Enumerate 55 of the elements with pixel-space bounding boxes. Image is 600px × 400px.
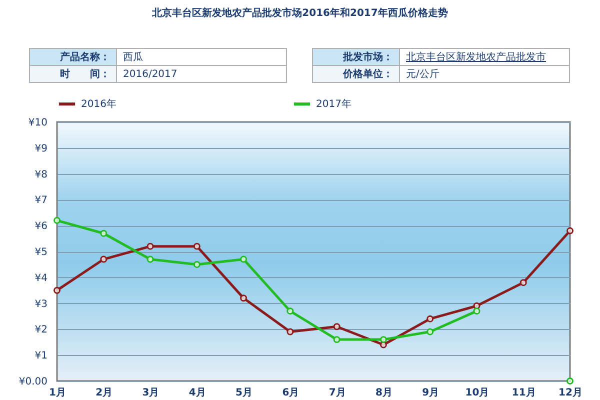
- text: 批发市场：: [312, 48, 400, 66]
- point: [146, 256, 154, 263]
- point: [333, 336, 340, 344]
- y-tick-label: ¥8: [34, 169, 48, 180]
- y-tick-label: ¥5: [34, 247, 48, 258]
- y-tick-label: ¥9: [34, 143, 48, 154]
- point: [380, 336, 387, 344]
- text: 时 间：: [30, 66, 116, 82]
- text: 2016/2017: [116, 66, 286, 82]
- text: 产品名称：: [30, 48, 116, 66]
- text: 北京丰台区新发地农产品批发市: [400, 48, 570, 66]
- legend-label: 2016年: [81, 98, 116, 110]
- y-tick-label: ¥7: [34, 195, 48, 206]
- point: [520, 279, 527, 286]
- point: [100, 256, 108, 263]
- x-tick-label: 7月: [328, 388, 346, 398]
- point: [54, 286, 60, 294]
- point: [193, 260, 200, 268]
- x-tick-label: 10月: [465, 388, 490, 398]
- point: [426, 315, 434, 322]
- text: 价格单位：: [312, 66, 400, 82]
- x-tick-label: 6月: [282, 388, 300, 398]
- point: [240, 294, 248, 302]
- x-tick-label: 4月: [188, 388, 206, 398]
- point: [333, 323, 340, 330]
- point: [146, 242, 154, 250]
- chart-title: 北京丰台区新发地农产品批发市场2016年和2017年西瓜价格走势: [151, 6, 449, 20]
- point: [54, 216, 60, 224]
- x-tick-label: 1月: [49, 388, 66, 398]
- point: [193, 242, 200, 250]
- point: [473, 308, 480, 315]
- point: [286, 308, 294, 315]
- x-tick-label: 3月: [142, 388, 160, 398]
- legend-label: 2017年: [316, 98, 352, 110]
- y-tick-label: ¥2: [34, 324, 48, 336]
- x-tick-label: 5月: [236, 388, 253, 398]
- point: [566, 227, 574, 234]
- text: 西瓜: [116, 48, 286, 66]
- text: 元/公斤: [400, 66, 570, 82]
- x-tick-label: 2月: [96, 388, 113, 398]
- point: [100, 230, 108, 237]
- point: [240, 256, 248, 263]
- y-tick-label: ¥1: [34, 350, 48, 362]
- x-tick-label: 12月: [558, 388, 582, 398]
- point: [286, 328, 294, 336]
- y-tick-label: ¥10: [28, 118, 48, 128]
- y-tick-label: ¥0.00: [18, 376, 48, 388]
- y-tick-label: ¥3: [34, 298, 48, 310]
- x-tick-label: 11月: [512, 388, 536, 398]
- x-tick-label: 8月: [375, 388, 392, 398]
- point: [426, 328, 434, 336]
- y-tick-label: ¥4: [34, 272, 48, 284]
- x-tick-label: 9月: [422, 388, 440, 398]
- y-tick-label: ¥6: [34, 221, 48, 232]
- point: [566, 378, 574, 384]
